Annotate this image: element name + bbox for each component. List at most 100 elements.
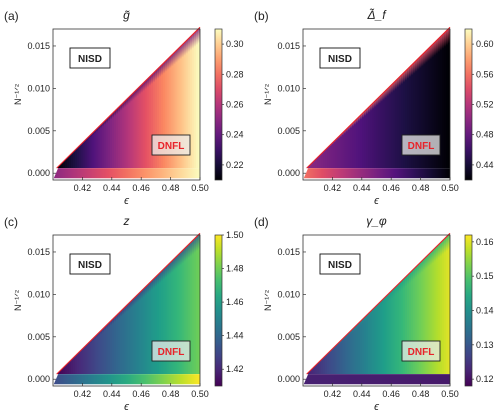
dnfl-label-box: DNFL — [401, 134, 441, 156]
heatmap-cell — [329, 142, 332, 169]
heatmap-cell — [345, 126, 349, 169]
heatmap-cell — [79, 348, 82, 375]
heatmap-cell — [136, 292, 140, 375]
colorbar — [464, 28, 473, 181]
heatmap-cell — [329, 348, 332, 375]
heatmap-cell — [327, 350, 330, 375]
heatmap-cell — [337, 134, 341, 169]
heatmap-cell — [390, 288, 394, 375]
x-tick-label: 0.44 — [353, 183, 371, 193]
heatmap-cell — [400, 72, 404, 169]
panel-label: (b) — [254, 9, 269, 23]
colorbar-tick-label: 0.24 — [226, 130, 244, 140]
heatmap-cell — [179, 250, 183, 375]
heatmap-cell — [161, 268, 164, 375]
colorbar-tick-label: 0.30 — [226, 39, 244, 49]
heatmap-cell — [343, 334, 347, 375]
heatmap-cell — [118, 310, 121, 375]
heatmap-cell — [122, 100, 125, 169]
heatmap-cell — [349, 328, 353, 375]
heatmap-cell — [60, 367, 64, 375]
heatmap-cell — [136, 86, 140, 169]
heatmap-cell — [355, 116, 359, 169]
dnfl-label: DNFL — [408, 141, 435, 152]
heatmap-cell — [409, 64, 412, 169]
heatmap-cell — [142, 286, 146, 375]
heatmap-cell — [154, 68, 158, 169]
colorbar-tick-label: 0.13 — [476, 340, 494, 350]
heatmap-cell — [413, 60, 416, 169]
heatmap-cells — [56, 27, 200, 169]
bottom-strip — [53, 168, 200, 179]
heatmap-cell — [128, 300, 131, 375]
heatmap-cell — [101, 326, 105, 375]
colorbar-tick-label: 0.56 — [476, 69, 494, 79]
x-axis-label: ϵ — [374, 401, 379, 411]
heatmap-cell — [372, 100, 375, 169]
heatmap-cell — [77, 144, 80, 169]
heatmap-cell — [60, 161, 64, 169]
heatmap-cell — [308, 163, 312, 169]
heatmap-cell — [374, 98, 377, 169]
colorbar-tick-label: 1.46 — [226, 297, 244, 307]
heatmap-cell — [445, 28, 449, 169]
heatmap-cell — [421, 52, 424, 169]
y-tick-label: 0.000 — [27, 168, 50, 178]
y-tick-label: 0.015 — [27, 247, 50, 257]
heatmap-cell — [150, 278, 154, 375]
heatmap-cell — [187, 242, 191, 375]
y-axis-label: N⁻¹ᐟ² — [263, 290, 273, 311]
heatmap-cell — [148, 74, 152, 169]
y-tick-label: 0.015 — [277, 247, 300, 257]
heatmap-cell — [144, 78, 148, 169]
panel-4: 0.42 0.44 0.46 0.48 0.50 0.000 0.005 0.010 0.015… — [254, 214, 494, 411]
heatmap-cell — [357, 114, 361, 169]
y-axis-label: N⁻¹ᐟ² — [13, 290, 23, 311]
heatmap-cell — [347, 330, 351, 375]
dnfl-label-box: DNFL — [401, 340, 441, 362]
heatmap-cell — [394, 78, 398, 169]
heatmap-cell — [75, 353, 78, 375]
dnfl-label: DNFL — [408, 347, 435, 358]
heatmap-cell — [427, 46, 431, 169]
heatmap-cell — [81, 346, 84, 375]
heatmap-cell — [189, 240, 193, 375]
heatmap-cell — [417, 56, 420, 169]
heatmap-cell — [93, 128, 97, 169]
heatmap-cell — [343, 128, 347, 169]
x-tick-label: 0.50 — [441, 389, 459, 399]
heatmap-cell — [419, 260, 422, 375]
phase-boundary-line — [56, 232, 201, 375]
heatmap-cell — [423, 50, 427, 169]
heatmap-cell — [437, 242, 441, 375]
heatmap-cell — [175, 48, 179, 169]
heatmap-cell — [357, 320, 361, 375]
heatmap-cell — [378, 94, 381, 169]
heatmap-cell — [89, 338, 93, 375]
heatmap-cell — [134, 88, 138, 169]
heatmap-cell — [380, 298, 384, 375]
colorbar-tick-label: 1.44 — [226, 331, 244, 341]
x-axis-label: ϵ — [374, 195, 379, 207]
heatmap-cell — [419, 54, 422, 169]
heatmap-cell — [87, 134, 91, 169]
heatmap-cell — [321, 357, 324, 375]
heatmap-cell — [335, 342, 338, 375]
panel-label: (c) — [4, 215, 18, 229]
y-tick-label: 0.000 — [277, 374, 300, 384]
bottom-strip — [303, 374, 450, 385]
heatmap-cell — [366, 106, 369, 169]
heatmap-cell — [130, 298, 134, 375]
heatmap-cell — [333, 344, 336, 375]
heatmap-cell — [157, 272, 160, 375]
colorbar-tick-label: 0.14 — [476, 306, 494, 316]
dnfl-label: DNFL — [158, 141, 185, 152]
nisd-label-box: NISD — [319, 253, 361, 275]
heatmap-cell — [114, 108, 117, 169]
heatmap-cell — [341, 336, 345, 375]
heatmap-cell — [142, 80, 146, 169]
heatmap-cell — [353, 118, 357, 169]
heatmap-cell — [394, 284, 398, 375]
heatmap-cell — [116, 312, 119, 375]
heatmap-cell — [447, 233, 450, 375]
